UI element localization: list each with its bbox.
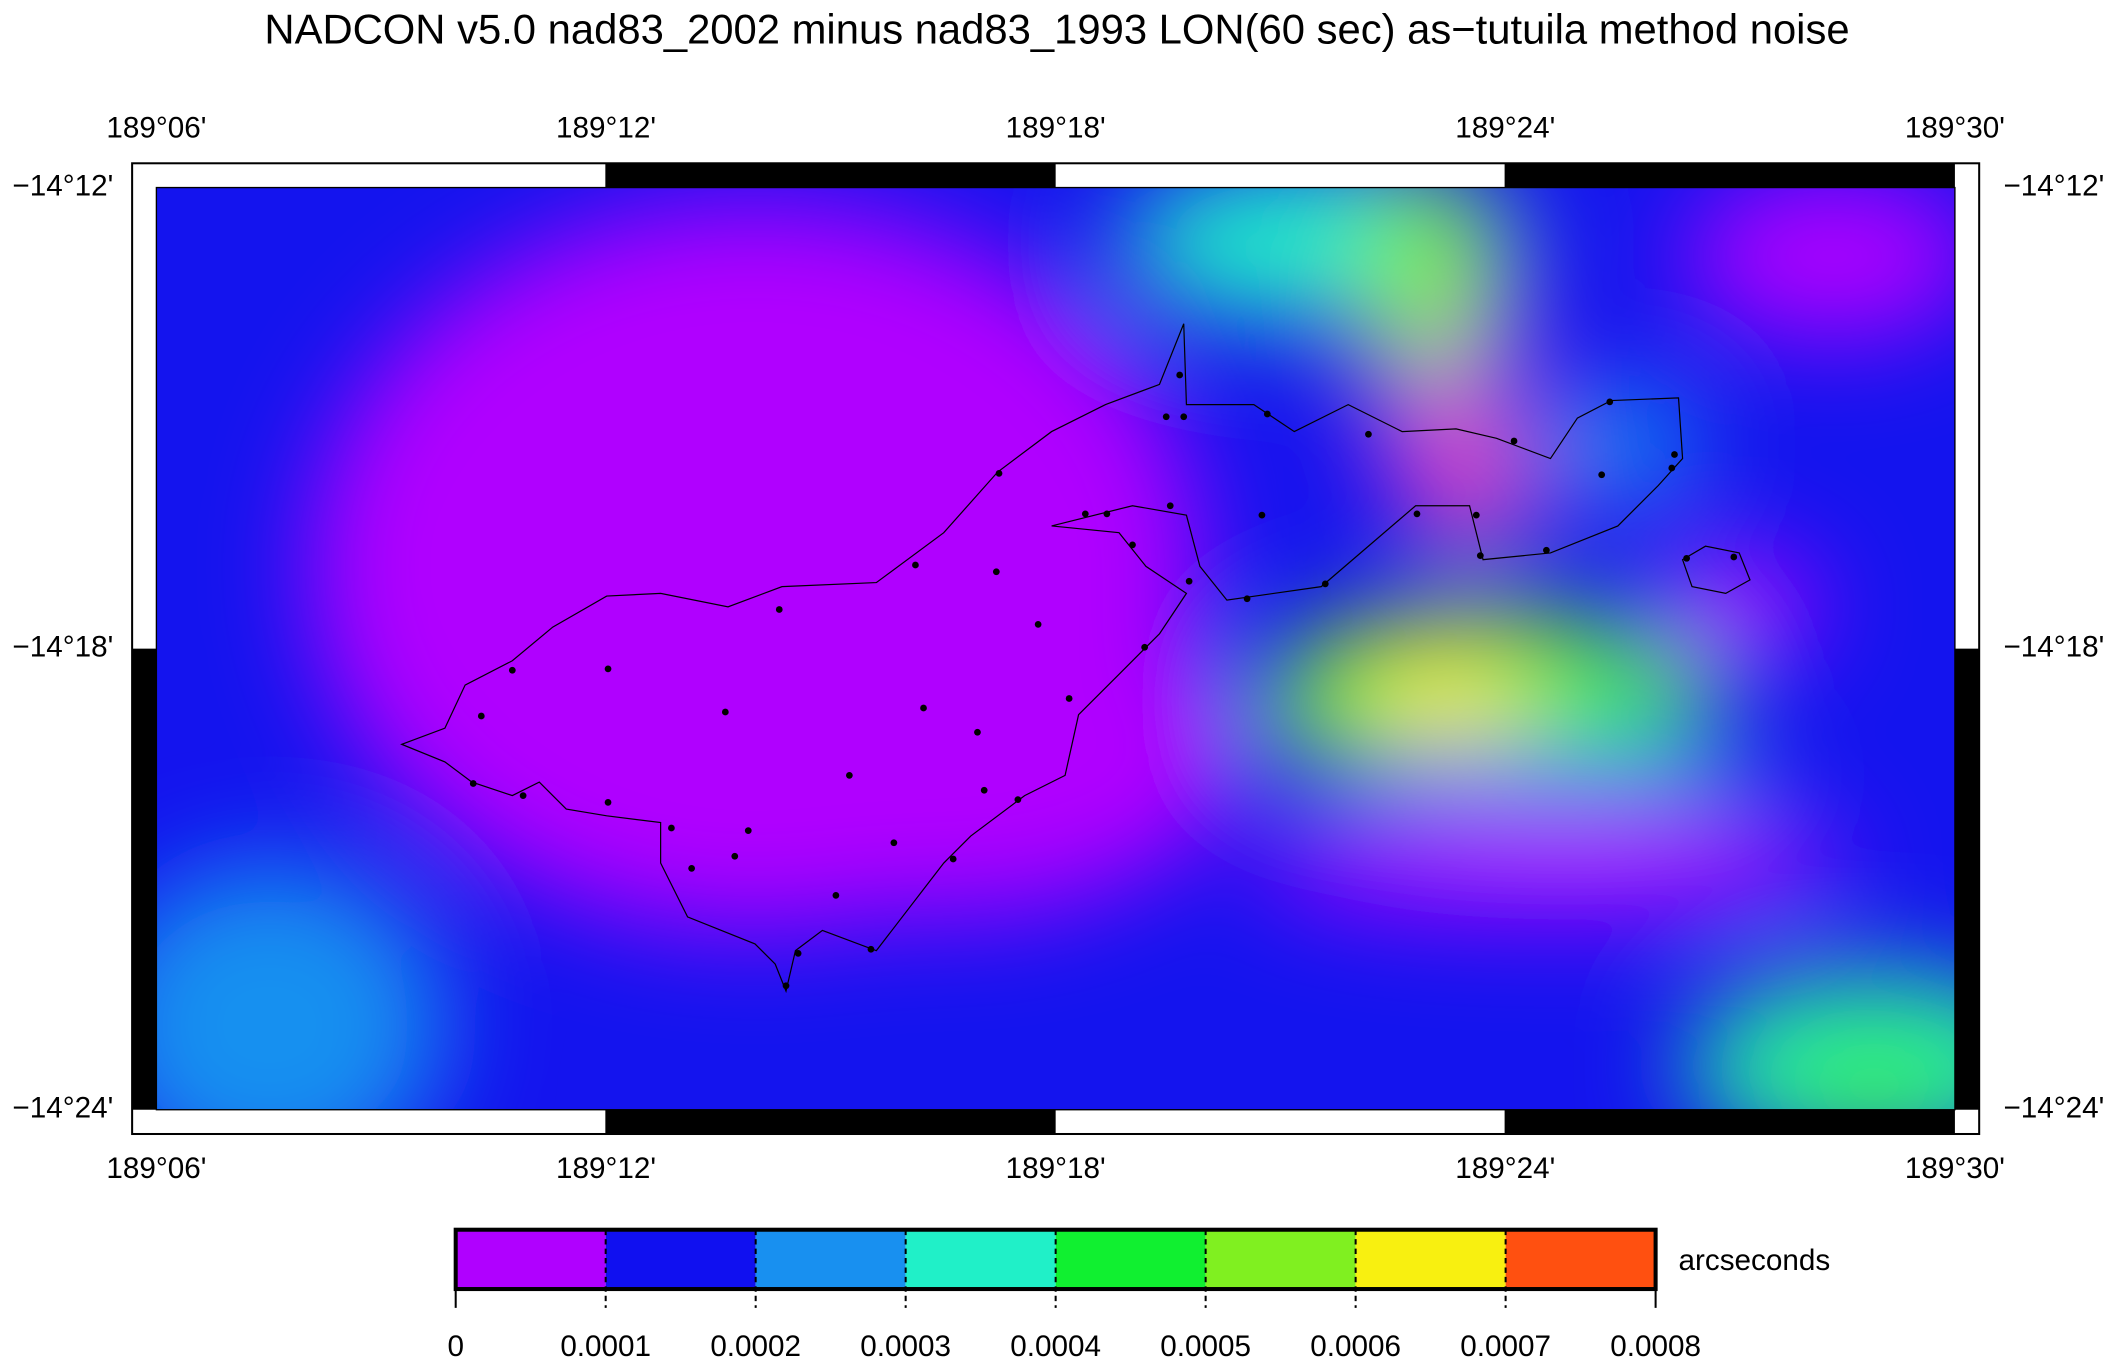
lon-tick-label: 189°24' <box>1455 1152 1555 1185</box>
lat-tick-label: −14°12' <box>2003 169 2104 202</box>
lat-tick-label: −14°12' <box>12 169 113 202</box>
colorbar-bin <box>1355 1229 1506 1290</box>
lon-tick-label: 189°12' <box>556 111 656 144</box>
colorbar-bin <box>455 1229 606 1290</box>
colorbar-tick-label: 0.0002 <box>710 1330 801 1362</box>
colorbar-bin <box>1205 1229 1356 1290</box>
colorbar-bin <box>1055 1229 1206 1290</box>
lon-tick-label: 189°06' <box>106 1152 206 1185</box>
colorbar-tick-label: 0 <box>447 1330 463 1362</box>
colorbar-unit: arcseconds <box>1679 1244 1831 1277</box>
colorbar-tick-label: 0.0001 <box>560 1330 651 1362</box>
lon-tick-label: 189°06' <box>106 111 206 144</box>
heatmap <box>156 187 1955 1110</box>
lon-tick-label: 189°30' <box>1905 1152 2005 1185</box>
lon-tick-label: 189°12' <box>556 1152 656 1185</box>
colorbar-tick-label: 0.0007 <box>1460 1330 1551 1362</box>
colorbar-tick-label: 0.0008 <box>1610 1330 1701 1362</box>
lat-tick-label: −14°24' <box>2003 1092 2104 1125</box>
colorbar-bin <box>905 1229 1056 1290</box>
colorbar-tick-label: 0.0005 <box>1160 1330 1251 1362</box>
lat-tick-label: −14°24' <box>12 1092 113 1125</box>
lat-tick-label: −14°18' <box>2003 630 2104 663</box>
map-border <box>155 186 1956 1111</box>
lon-tick-label: 189°18' <box>1006 111 1106 144</box>
colorbar-bin <box>605 1229 756 1290</box>
colorbar-bin <box>755 1229 906 1290</box>
lon-tick-label: 189°18' <box>1006 1152 1106 1185</box>
colorbar-tick-label: 0.0004 <box>1010 1330 1101 1362</box>
colorbar-tick-label: 0.0003 <box>860 1330 951 1362</box>
lon-tick-label: 189°24' <box>1455 111 1555 144</box>
colorbar-bin <box>1505 1229 1656 1290</box>
map-title: NADCON v5.0 nad83_2002 minus nad83_1993 … <box>264 6 1849 53</box>
colorbar-tick-label: 0.0006 <box>1310 1330 1401 1362</box>
lat-tick-label: −14°18' <box>12 630 113 663</box>
lon-tick-label: 189°30' <box>1905 111 2005 144</box>
